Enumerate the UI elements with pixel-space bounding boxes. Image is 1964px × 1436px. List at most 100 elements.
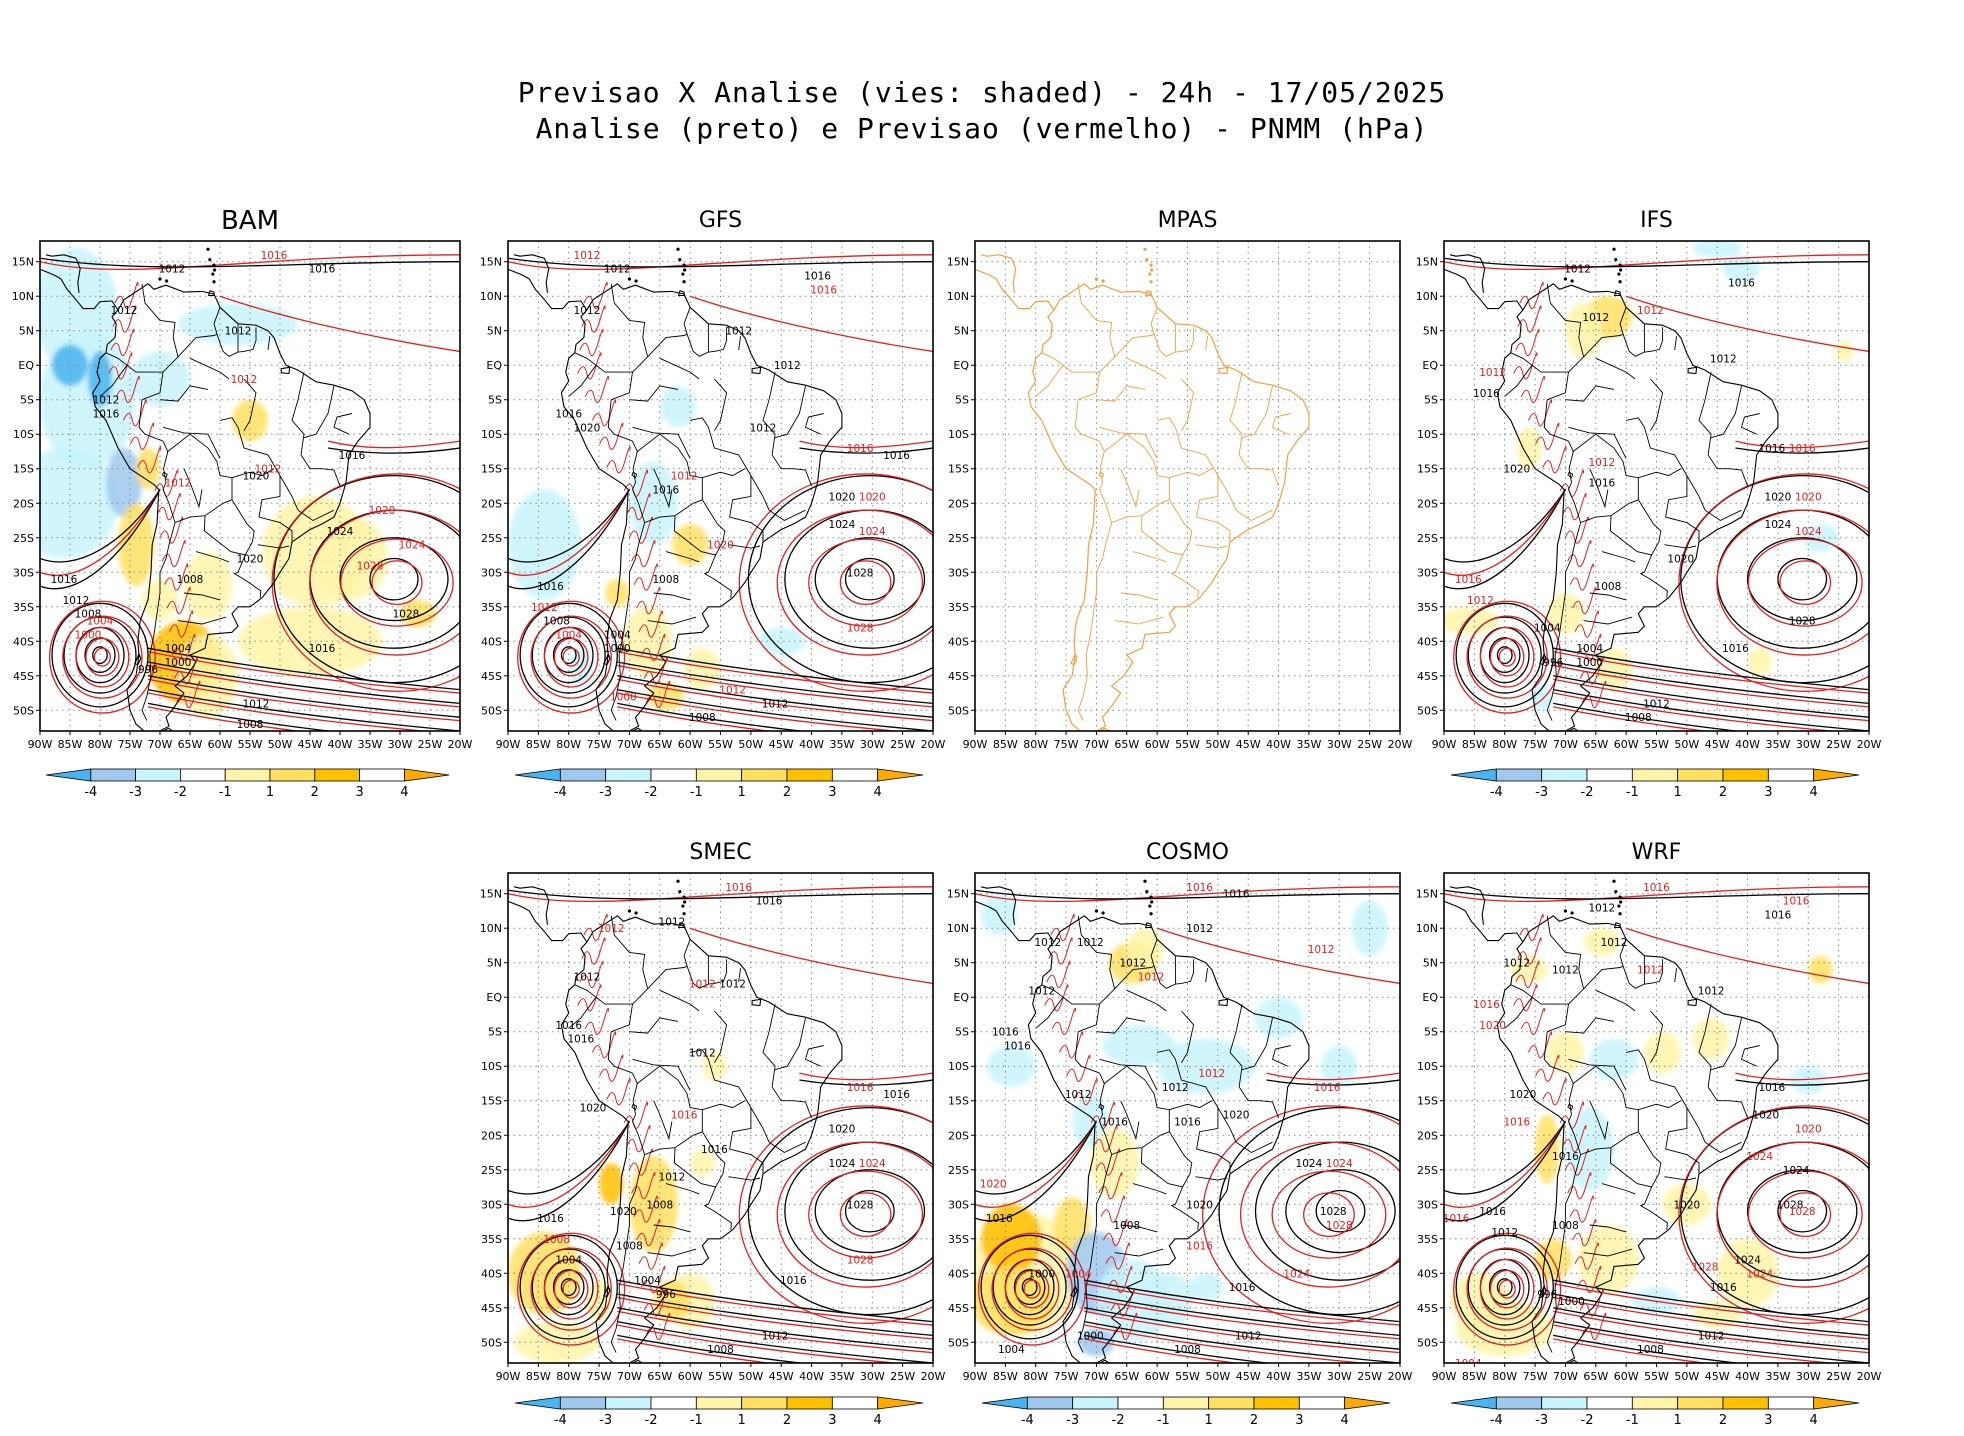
lon-tick-label: 35W	[1296, 738, 1321, 751]
coastline	[1218, 998, 1229, 1007]
island	[158, 277, 162, 281]
bias-shade	[629, 461, 678, 545]
contour-label: 1016	[1552, 1151, 1579, 1163]
lat-tick-label: 25S	[13, 532, 34, 545]
contour-label: 1012	[1698, 985, 1725, 997]
lon-tick-label: 40W	[1735, 1370, 1760, 1383]
border	[213, 307, 257, 357]
coastline	[1496, 915, 1779, 1363]
map-panel-cosmo: 1016 1016 1012 1012 1012 1012 1012 1012 1012 1016…	[947, 872, 1413, 1383]
contour-label: 1012	[689, 1047, 716, 1059]
border	[1035, 996, 1064, 1029]
island	[1148, 272, 1152, 276]
colorbar-bam: -4 -3 -2 -1 1 2 3 4	[46, 768, 450, 800]
border	[653, 592, 691, 601]
lat-tick-label: 30S	[13, 566, 34, 579]
border	[1609, 1131, 1662, 1188]
border	[1595, 989, 1636, 1012]
lat-tick-label: 35S	[1417, 1233, 1438, 1246]
island	[627, 909, 632, 913]
lon-tick-label: 30W	[1327, 738, 1352, 751]
contour-label: 1016	[555, 1020, 582, 1032]
colorbar-label: -1	[689, 1413, 702, 1428]
colorbar-label: -1	[1156, 1413, 1169, 1428]
lat-tick-label: EQ	[953, 359, 969, 372]
lat-tick-label: EQ	[18, 359, 34, 372]
lon-tick-label: 50W	[1674, 738, 1699, 751]
island	[1618, 895, 1622, 899]
lon-tick-label: 45W	[1236, 1370, 1261, 1383]
coastline	[1070, 653, 1078, 666]
border	[231, 468, 275, 479]
colorbar-swatch	[1540, 768, 1587, 782]
lat-tick-label: 45S	[481, 1302, 502, 1315]
contour-label: 1016	[1765, 909, 1792, 921]
border	[738, 968, 741, 983]
island	[683, 900, 687, 904]
lon-tick-label: 55W	[1644, 1370, 1669, 1383]
lat-tick-label: 40S	[1417, 635, 1438, 648]
contour-label: 1028	[847, 1254, 874, 1266]
lat-tick-label: 10N	[1416, 922, 1438, 935]
panel-title-wrf: WRF	[1631, 840, 1682, 865]
contour-label: 1012	[1186, 923, 1213, 935]
contour-label: 1012	[225, 326, 252, 338]
lat-tick-label: 15N	[480, 888, 502, 901]
lon-tick-label: 20W	[921, 1370, 946, 1383]
lat-tick-label: 30S	[1417, 1198, 1438, 1211]
coastline	[1070, 1285, 1078, 1298]
contour-label: 1016	[652, 484, 679, 496]
colorbar-swatch	[695, 768, 742, 782]
border	[673, 499, 726, 556]
island	[627, 277, 632, 281]
contour-label: 1020	[1223, 1110, 1250, 1122]
island	[681, 272, 685, 276]
lon-tick-label: 25W	[1826, 738, 1851, 751]
contour-label: 1016	[93, 409, 120, 421]
colorbar-swatch	[1071, 1396, 1118, 1410]
colorbar-label: -3	[1535, 1413, 1548, 1428]
contour-label: 1004	[604, 629, 631, 641]
border	[1196, 1107, 1219, 1150]
island	[1101, 279, 1105, 283]
lon-tick-label: 45W	[298, 738, 323, 751]
colorbar-swatch	[1722, 768, 1769, 782]
border	[1120, 1224, 1158, 1233]
border	[1196, 475, 1219, 518]
bias-shade	[1802, 523, 1839, 552]
contour-label: 1008	[543, 616, 570, 628]
contour-label: 1028	[1777, 1199, 1804, 1211]
bias-shade	[118, 503, 154, 587]
lat-tick-label: 10S	[481, 1060, 502, 1073]
contour-label: 1020	[369, 505, 396, 517]
lat-tick-label: 5N	[1423, 957, 1438, 970]
contour-label: 1020	[1765, 491, 1792, 503]
colorbar-label: 3	[828, 1413, 836, 1428]
island	[1145, 258, 1149, 262]
lon-tick-label: 45W	[1236, 738, 1261, 751]
border	[1665, 516, 1700, 542]
border	[177, 616, 227, 625]
border	[729, 1148, 764, 1174]
colorbar-swatch	[559, 768, 606, 782]
lon-tick-label: 20W	[1857, 738, 1882, 751]
border	[690, 1049, 764, 1129]
colorbar-label: -4	[553, 785, 566, 800]
island	[678, 258, 682, 262]
colorbar-swatch	[786, 768, 833, 782]
coastline	[678, 290, 685, 297]
border	[683, 939, 728, 989]
colorbar-label: 1	[1673, 1413, 1681, 1428]
border	[1195, 544, 1228, 549]
border	[647, 1248, 697, 1257]
island	[681, 904, 685, 908]
island	[165, 279, 169, 283]
map-panel-wrf: 1016101610161012101210121012101210121016…	[1416, 872, 1882, 1383]
contour-label: 1016	[986, 1213, 1013, 1225]
contour-label: 1012	[719, 978, 746, 990]
coastline	[1444, 900, 1524, 943]
bias-shade	[106, 448, 142, 518]
border	[1099, 426, 1158, 459]
lon-tick-label: 65W	[647, 738, 672, 751]
border	[653, 468, 673, 509]
